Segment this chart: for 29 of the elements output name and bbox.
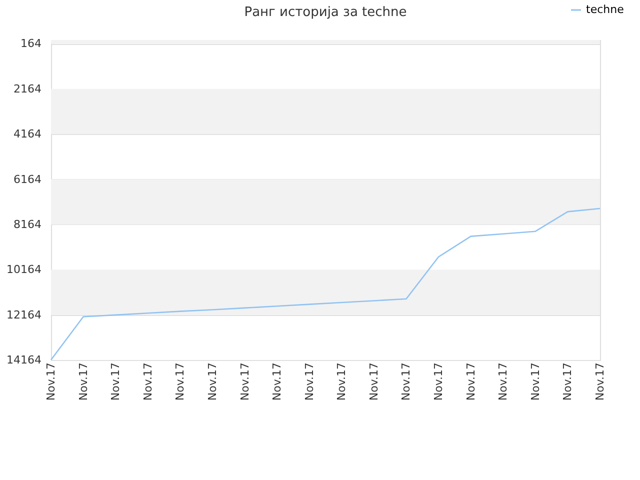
- y-tick-label: 6164: [14, 172, 42, 186]
- y-tick-label: 164: [20, 37, 42, 50]
- x-tick-label: Nov.17: [206, 362, 219, 401]
- x-tick-label: Nov.17: [302, 362, 316, 401]
- chart-title: Ранг историја за techne: [244, 5, 407, 20]
- x-tick-label: Nov.17: [44, 362, 58, 401]
- x-tick-label: Nov.17: [141, 362, 154, 401]
- y-tick-label: 4164: [14, 128, 42, 141]
- x-tick-label: Nov.17: [238, 362, 252, 401]
- x-tick-label: Nov.17: [76, 362, 90, 401]
- x-tick-label: Nov.17: [594, 362, 606, 401]
- line-series: [50, 208, 601, 361]
- y-tick-label: 2164: [14, 82, 42, 96]
- x-tick-label: Nov.17: [270, 362, 284, 401]
- x-tick-label: Nov.17: [335, 362, 348, 401]
- y-tick-label: 14164: [6, 354, 42, 366]
- x-tick-label: Nov.17: [174, 362, 187, 401]
- y-tick-label: 12164: [6, 308, 42, 322]
- y-tick-label: 8164: [14, 218, 42, 231]
- x-tick-label: Nov.17: [464, 362, 478, 401]
- x-tick-label: Nov.17: [367, 362, 380, 401]
- x-tick-label: Nov.17: [109, 362, 122, 401]
- x-tick-label: Nov.17: [528, 362, 542, 401]
- x-tick-label: Nov.17: [400, 362, 413, 401]
- y-tick-label: 10164: [6, 263, 42, 276]
- x-tick-label: Nov.17: [496, 362, 510, 401]
- legend-label: techne: [586, 3, 624, 16]
- x-tick-label: Nov.17: [432, 362, 446, 401]
- x-tick-label: Nov.17: [561, 362, 574, 401]
